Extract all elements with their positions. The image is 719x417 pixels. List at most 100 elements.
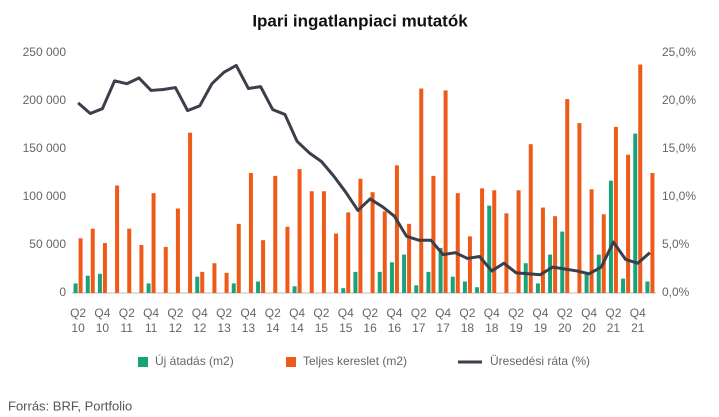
bar — [78, 238, 83, 293]
x-tick-label: Q4 17 — [435, 306, 451, 335]
line-series — [77, 63, 651, 277]
bar — [151, 193, 156, 293]
bar — [358, 178, 363, 293]
bar — [577, 123, 582, 293]
chart-title: Ipari ingatlanpiaci mutatók — [252, 11, 468, 30]
legend-label: Üresedési ráta (%) — [490, 354, 590, 368]
legend-label: Teljes kereslet (m2) — [303, 354, 407, 368]
x-tick-label: Q2 15 — [313, 306, 329, 335]
bar — [285, 226, 290, 293]
x-tick-label: Q4 18 — [484, 306, 500, 335]
bar — [382, 211, 387, 293]
y2-tick-label: 0,0% — [662, 285, 690, 299]
bar — [467, 236, 472, 293]
bar — [377, 271, 382, 293]
bar — [638, 64, 643, 294]
bar — [292, 286, 297, 293]
x-tick-label: Q2 17 — [411, 306, 427, 335]
x-tick-label: Q2 16 — [362, 306, 378, 335]
bar — [115, 185, 120, 293]
y2-tick-label: 15,0% — [662, 141, 696, 155]
bar — [462, 281, 467, 293]
x-tick-label: Q4 12 — [192, 306, 208, 335]
x-tick-label: Q4 15 — [338, 306, 354, 335]
bar — [163, 246, 168, 293]
bar — [584, 271, 589, 293]
source: Forrás: BRF, Portfolio — [8, 398, 132, 413]
x-tick-label: Q4 11 — [143, 306, 159, 335]
x-tick-label: Q4 16 — [386, 306, 402, 335]
y2-tick-label: 25,0% — [662, 45, 696, 59]
y-tick-label: 150 000 — [23, 141, 67, 155]
bar — [560, 231, 565, 293]
bar — [565, 99, 570, 293]
x-tick-label: Q4 20 — [581, 306, 597, 335]
bar — [523, 263, 528, 293]
bar — [248, 173, 253, 293]
x-tick-label: Q2 14 — [265, 306, 281, 335]
x-tick-label: Q2 19 — [508, 306, 524, 335]
bar — [346, 212, 351, 293]
bar — [212, 263, 217, 293]
bar — [548, 254, 553, 293]
bar — [407, 223, 412, 293]
bar — [540, 207, 545, 293]
bar — [589, 189, 594, 293]
bar — [90, 228, 95, 293]
y-tick-label: 200 000 — [23, 93, 67, 107]
legend-label: Új átadás (m2) — [155, 353, 234, 368]
bar — [645, 281, 650, 293]
bar — [334, 233, 339, 293]
x-tick-label: Q2 12 — [167, 306, 183, 335]
bar — [85, 275, 90, 293]
bar — [633, 133, 638, 293]
bar — [487, 205, 492, 293]
bar — [419, 88, 424, 294]
y-tick-label: 250 000 — [23, 45, 67, 59]
x-tick-label: Q4 21 — [630, 306, 646, 335]
bar — [443, 90, 448, 293]
x-tick-label: Q2 21 — [605, 306, 621, 335]
bar — [224, 272, 229, 293]
bar — [601, 214, 606, 293]
bar — [321, 191, 326, 293]
bar — [426, 271, 431, 293]
x-tick-label: Q4 14 — [289, 306, 305, 335]
x-tick-label: Q4 10 — [94, 306, 110, 335]
y2-tick-label: 10,0% — [662, 189, 696, 203]
bar — [516, 190, 521, 293]
bar — [535, 283, 540, 293]
x-tick-label: Q2 10 — [70, 306, 86, 335]
bar — [475, 287, 480, 293]
bar — [341, 288, 346, 293]
bar — [231, 283, 236, 293]
bar — [139, 245, 144, 293]
bar — [309, 191, 314, 293]
bar — [650, 173, 655, 293]
legend-swatch — [138, 357, 148, 367]
y2-tick-label: 20,0% — [662, 93, 696, 107]
bar — [389, 262, 394, 293]
bar — [626, 154, 631, 293]
bar — [146, 283, 151, 293]
bar — [102, 243, 107, 293]
x-tick-label: Q2 13 — [216, 306, 232, 335]
x-tick-label: Q4 19 — [532, 306, 548, 335]
bar — [431, 175, 436, 293]
y-tick-label: 100 000 — [23, 189, 67, 203]
bar — [236, 223, 241, 293]
bar — [596, 254, 601, 293]
bar — [608, 180, 613, 293]
bar — [455, 193, 460, 293]
bar — [353, 271, 358, 293]
bar — [480, 188, 485, 293]
bar — [175, 208, 180, 293]
bar — [414, 285, 419, 293]
bar — [256, 281, 261, 293]
bar — [394, 165, 399, 293]
x-tick-label: Q2 20 — [557, 306, 573, 335]
bar — [492, 190, 497, 293]
y-tick-label: 50 000 — [29, 237, 66, 251]
bar — [195, 276, 200, 293]
